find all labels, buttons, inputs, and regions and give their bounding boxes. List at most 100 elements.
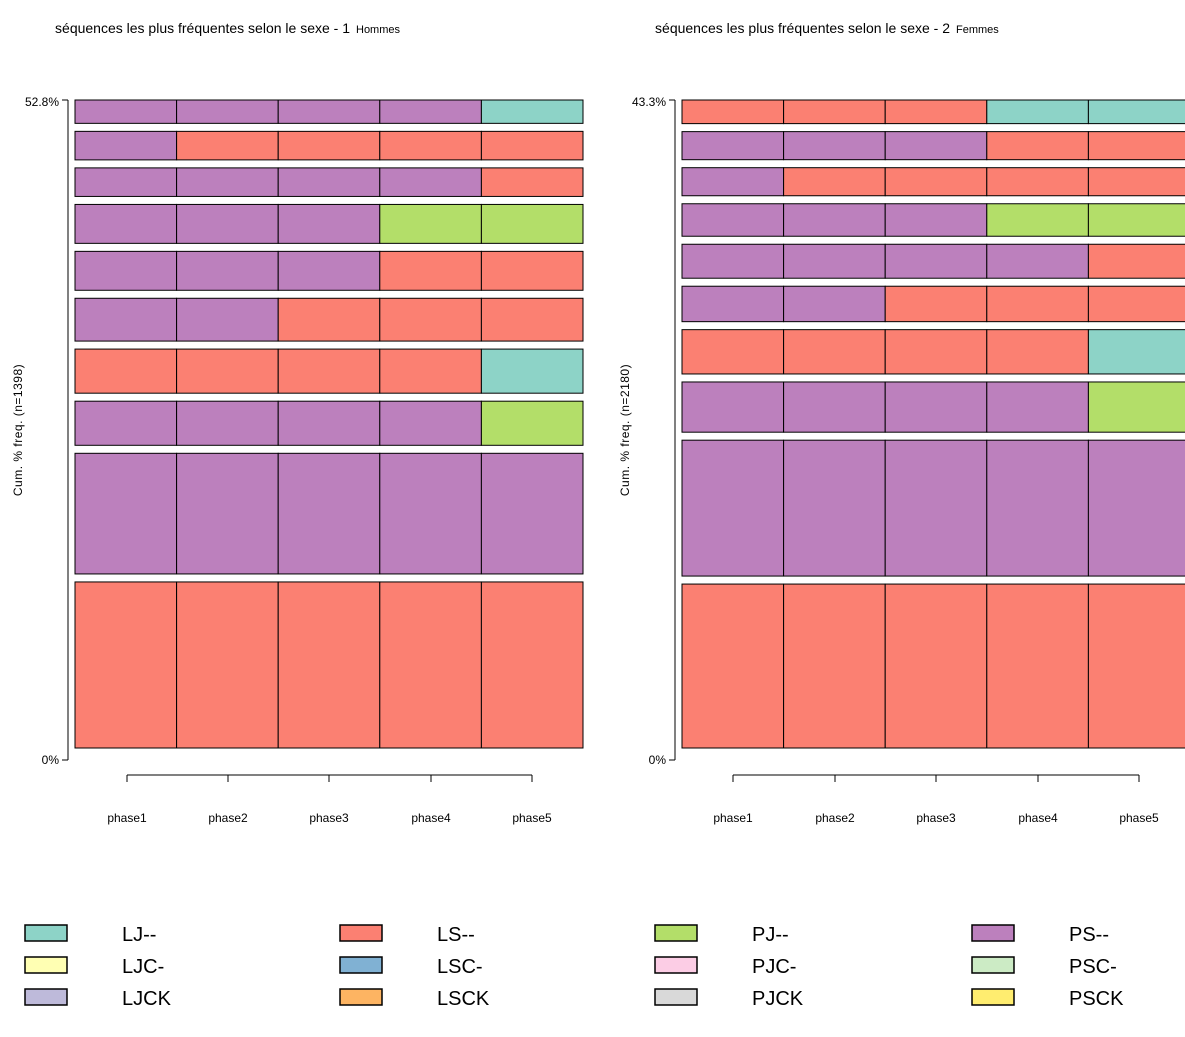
sequence-cell-LS-phase3 <box>884 583 988 749</box>
legend-swatch-PSCK <box>971 988 1015 1006</box>
sequence-cell-LS-phase5 <box>1087 167 1185 197</box>
x-tick-label-phase3: phase3 <box>916 811 956 825</box>
sequence-cell-PS-phase2 <box>783 439 886 577</box>
y-tick-label-min: 0% <box>42 753 60 767</box>
sequence-cell-PS-phase3 <box>884 203 988 237</box>
legend-swatch-LSCK <box>339 988 383 1006</box>
sequence-cell-PS-phase2 <box>176 250 279 291</box>
sequence-cell-LS-phase5 <box>480 250 584 291</box>
x-tick-label-phase3: phase3 <box>309 811 349 825</box>
legend-swatch-LSC <box>339 956 383 974</box>
sequence-cell-PS-phase3 <box>277 203 381 244</box>
legend-label-LJC: LJC- <box>122 956 164 978</box>
legend-swatch-PJCK <box>654 988 698 1006</box>
y-axis-label: Cum. % freq. (n=2180) <box>618 364 632 496</box>
sequence-bar-5 <box>74 297 584 342</box>
sequence-cell-LJ-phase4 <box>986 99 1089 125</box>
x-tick-label-phase4: phase4 <box>411 811 451 825</box>
x-tick-label-phase2: phase2 <box>208 811 248 825</box>
sequence-bar-6 <box>74 250 584 291</box>
legend-label-LS: LS-- <box>437 924 475 946</box>
sequence-cell-LS-phase5 <box>480 297 584 342</box>
sequence-cell-PS-phase2 <box>176 167 279 197</box>
sequence-cell-PJ-phase5 <box>480 400 584 446</box>
sequence-cell-PS-phase1 <box>74 167 178 197</box>
chart-title: séquences les plus fréquentes selon le s… <box>55 20 350 36</box>
sequence-bar-1 <box>74 581 584 749</box>
sequence-cell-PS-phase3 <box>884 131 988 161</box>
sequence-bar-7 <box>74 203 584 244</box>
sequence-cell-PS-phase3 <box>277 452 381 575</box>
sequence-cell-PS-phase4 <box>986 439 1089 577</box>
sequence-cell-LS-phase3 <box>884 329 988 375</box>
legend-label-PSCK: PSCK <box>1069 988 1124 1010</box>
sequence-cell-LJ-phase5 <box>480 348 584 394</box>
legend-label-LSC: LSC- <box>437 956 483 978</box>
sequence-cell-PS-phase2 <box>783 131 886 161</box>
sequence-cell-LS-phase4 <box>379 348 482 394</box>
x-tick-label-phase1: phase1 <box>107 811 147 825</box>
sequence-cell-PJ-phase5 <box>1087 381 1185 433</box>
sequence-cell-LS-phase4 <box>986 167 1089 197</box>
sequence-cell-PS-phase3 <box>277 167 381 197</box>
legend-label-LSCK: LSCK <box>437 988 490 1010</box>
x-tick-label-phase4: phase4 <box>1018 811 1058 825</box>
sequence-cell-LS-phase1 <box>74 348 178 394</box>
sequence-cell-LS-phase2 <box>783 167 886 197</box>
y-tick-label-min: 0% <box>649 753 667 767</box>
sequence-cell-LS-phase5 <box>1087 243 1185 279</box>
sequence-cell-LS-phase5 <box>1087 285 1185 323</box>
sequence-cell-LS-phase2 <box>176 130 279 161</box>
sequence-cell-PS-phase1 <box>681 203 785 237</box>
sequence-cell-LJ-phase5 <box>480 99 584 124</box>
sequence-cell-PS-phase2 <box>783 381 886 433</box>
sequence-cell-PS-phase2 <box>176 297 279 342</box>
sequence-cell-PS-phase1 <box>74 250 178 291</box>
legend-label-PJC: PJC- <box>752 956 796 978</box>
sequence-cell-PS-phase1 <box>681 167 785 197</box>
sequence-cell-LS-phase4 <box>379 581 482 749</box>
y-axis-label: Cum. % freq. (n=1398) <box>11 364 25 496</box>
sequence-cell-PS-phase4 <box>986 381 1089 433</box>
sequence-cell-LS-phase3 <box>277 348 381 394</box>
sequence-cell-PS-phase4 <box>986 243 1089 279</box>
sequence-cell-LS-phase2 <box>176 348 279 394</box>
sequence-bar-8 <box>681 167 1185 197</box>
sequence-cell-LS-phase4 <box>379 250 482 291</box>
sequence-cell-PS-phase3 <box>884 439 988 577</box>
sequence-cell-PS-phase5 <box>1087 439 1185 577</box>
sequence-bar-9 <box>681 131 1185 161</box>
sequence-cell-LS-phase5 <box>480 167 584 197</box>
sequence-cell-PS-phase1 <box>74 203 178 244</box>
sequence-bar-1 <box>681 583 1185 749</box>
legend-swatch-PJ <box>654 924 698 942</box>
sequence-cell-LS-phase2 <box>783 99 886 125</box>
sequence-cell-LS-phase4 <box>986 131 1089 161</box>
sequence-bar-4 <box>681 329 1185 375</box>
legend-label-PSC: PSC- <box>1069 956 1117 978</box>
sequence-cell-PS-phase2 <box>783 285 886 323</box>
sequence-cell-LS-phase4 <box>986 285 1089 323</box>
sequence-cell-LS-phase2 <box>176 581 279 749</box>
sequence-cell-LS-phase3 <box>277 581 381 749</box>
sequence-cell-LS-phase1 <box>681 329 785 375</box>
sequence-bar-3 <box>74 400 584 446</box>
chart-subtitle: Hommes <box>356 24 401 36</box>
sequence-cell-LS-phase4 <box>986 583 1089 749</box>
sequence-cell-PS-phase3 <box>884 243 988 279</box>
sequence-cell-LS-phase3 <box>277 130 381 161</box>
panel-2: séquences les plus fréquentes selon le s… <box>618 20 1185 825</box>
sequence-cell-LS-phase4 <box>986 329 1089 375</box>
sequence-cell-LS-phase2 <box>783 329 886 375</box>
sequence-cell-PS-phase2 <box>176 452 279 575</box>
sequence-cell-PS-phase2 <box>176 99 279 124</box>
sequence-cell-LJ-phase5 <box>1087 329 1185 375</box>
sequence-cell-LS-phase3 <box>277 297 381 342</box>
sequence-bar-5 <box>681 285 1185 323</box>
sequence-cell-PS-phase1 <box>681 285 785 323</box>
sequence-cell-PJ-phase5 <box>480 203 584 244</box>
sequence-cell-PJ-phase5 <box>1087 203 1185 237</box>
sequence-bar-2 <box>681 439 1185 577</box>
x-tick-label-phase5: phase5 <box>512 811 552 825</box>
legend-label-LJ: LJ-- <box>122 924 156 946</box>
